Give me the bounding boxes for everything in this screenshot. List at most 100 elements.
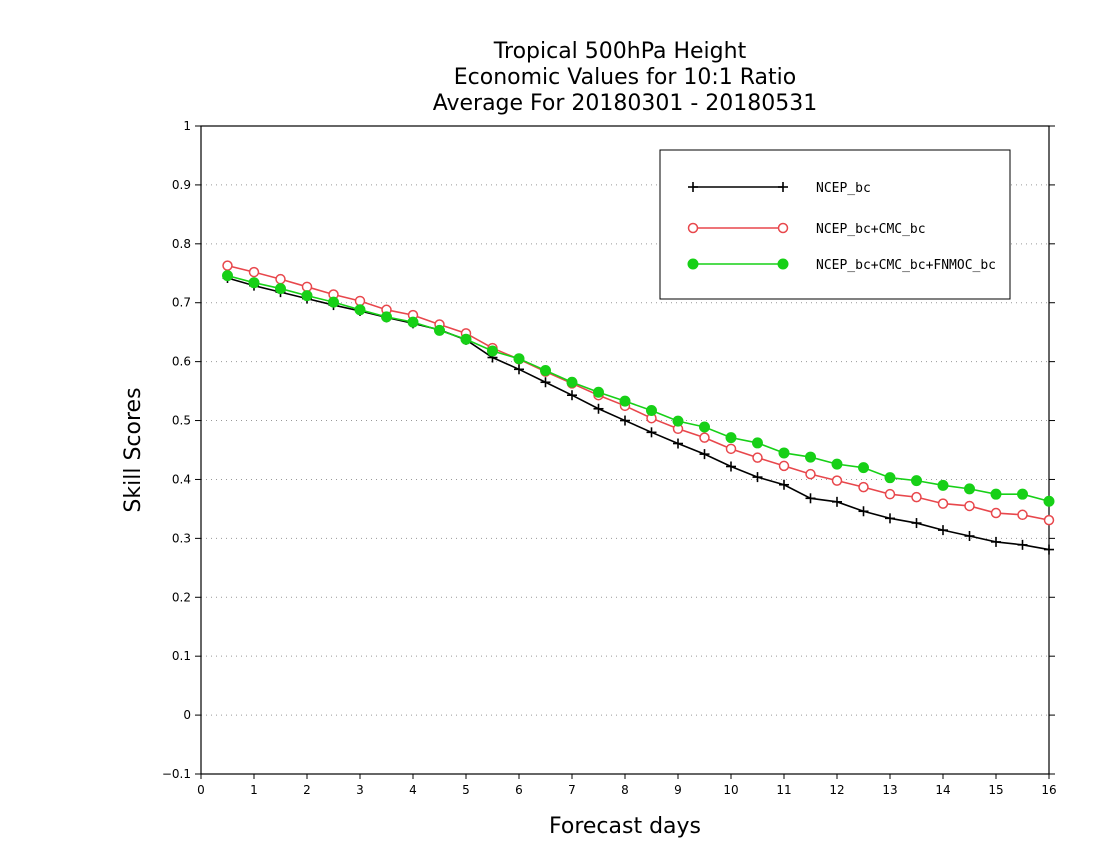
data-point: [699, 421, 710, 433]
data-point: [805, 493, 816, 504]
x-tick-label: 0: [197, 783, 205, 797]
data-point: [275, 273, 286, 285]
data-point: [778, 460, 790, 472]
data-point: [301, 281, 313, 293]
y-axis-ticks: −0.1 0 0.1 0.2 0.3 0.4 0.5 0.6 0.7 0.8 0.9 1: [162, 119, 1055, 781]
y-axis-label: Skill Scores: [121, 387, 146, 512]
data-point: [725, 432, 737, 444]
legend-box: [659, 149, 1011, 300]
data-point: [911, 518, 922, 529]
y-tick-label: 0.9: [172, 178, 191, 192]
y-tick-label: 0: [183, 708, 191, 722]
data-point: [1043, 495, 1055, 507]
data-point: [858, 506, 869, 517]
x-tick-label: 15: [988, 783, 1003, 797]
chart-title-line-2: Economic Values for 10:1 Ratio: [454, 65, 796, 90]
x-tick-label: 1: [250, 783, 258, 797]
data-point: [964, 483, 975, 495]
data-point: [937, 479, 949, 491]
x-tick-label: 14: [935, 783, 950, 797]
x-tick-label: 5: [462, 783, 470, 797]
data-point: [673, 438, 683, 449]
chart-title: Tropical 500hPa Height Economic Values f…: [433, 39, 818, 116]
y-tick-label: 0.4: [172, 472, 191, 486]
x-tick-label: 11: [776, 783, 791, 797]
data-point: [938, 525, 948, 536]
y-tick-label: 0.7: [172, 296, 191, 310]
x-tick-label: 12: [829, 783, 844, 797]
data-point: [514, 364, 524, 375]
data-point: [381, 311, 392, 323]
x-tick-label: 2: [303, 783, 311, 797]
data-point: [964, 531, 975, 542]
data-point: [991, 536, 1001, 547]
x-tick-label: 3: [356, 783, 364, 797]
series-line-0: [227, 277, 1050, 551]
y-tick-label: 0.1: [172, 649, 191, 663]
data-point: [566, 376, 578, 388]
series-2: [222, 270, 1055, 507]
data-point: [778, 447, 790, 459]
data-point: [805, 451, 816, 463]
data-point: [805, 468, 816, 480]
legend-label: NCEP_bc: [816, 181, 871, 196]
data-point: [328, 296, 339, 308]
data-point: [513, 353, 525, 365]
data-point: [620, 415, 630, 426]
data-point: [434, 324, 445, 336]
data-point: [407, 316, 419, 328]
data-point: [1017, 539, 1028, 550]
legend-label: NCEP_bc+CMC_bc: [816, 222, 926, 237]
legend-label: NCEP_bc+CMC_bc+FNMOC_bc: [816, 258, 996, 273]
y-tick-label: 0.3: [172, 531, 191, 545]
data-point: [964, 500, 975, 512]
data-point: [1044, 544, 1054, 555]
data-point: [593, 386, 604, 398]
data-point: [619, 395, 631, 407]
y-tick-label: 0.5: [172, 414, 191, 428]
data-point: [222, 260, 233, 271]
x-axis-ticks: 0 1 2 3 4 5 6 7 8 9 10 11 12 13 14 15 16: [197, 774, 1057, 797]
data-point: [699, 432, 710, 443]
x-tick-label: 6: [515, 783, 523, 797]
series-lines: [222, 260, 1055, 555]
data-point: [725, 443, 737, 455]
data-point: [831, 475, 843, 486]
legend-marker-0-b: [778, 182, 788, 192]
data-point: [1017, 509, 1028, 521]
data-point: [567, 390, 577, 401]
legend-marker-1-b: [777, 222, 789, 234]
y-tick-label: −0.1: [162, 767, 191, 781]
legend-marker-2-b: [777, 258, 789, 270]
y-tick-label: 0.6: [172, 355, 191, 369]
data-point: [540, 377, 551, 388]
x-tick-label: 7: [568, 783, 576, 797]
chart-title-line-3: Average For 20180301 - 20180531: [433, 91, 818, 116]
y-tick-label: 1: [183, 119, 191, 133]
x-tick-label: 13: [882, 783, 897, 797]
data-point: [460, 333, 472, 345]
data-point: [593, 403, 604, 414]
legend-marker-0-a: [688, 182, 698, 192]
data-point: [911, 475, 922, 487]
x-tick-label: 4: [409, 783, 417, 797]
data-point: [858, 462, 869, 474]
data-point: [354, 304, 366, 316]
series-0: [222, 272, 1054, 555]
x-tick-label: 10: [723, 783, 738, 797]
x-axis-label: Forecast days: [549, 814, 701, 839]
data-point: [884, 472, 896, 484]
data-point: [646, 405, 657, 417]
data-point: [911, 491, 922, 503]
data-point: [248, 266, 260, 278]
x-tick-label: 9: [674, 783, 682, 797]
y-tick-label: 0.2: [172, 590, 191, 604]
data-point: [672, 415, 684, 427]
y-tick-label: 0.8: [172, 237, 191, 251]
data-point: [884, 488, 896, 500]
chart-title-line-1: Tropical 500hPa Height: [493, 39, 747, 64]
data-point: [275, 283, 286, 295]
data-point: [354, 295, 366, 307]
